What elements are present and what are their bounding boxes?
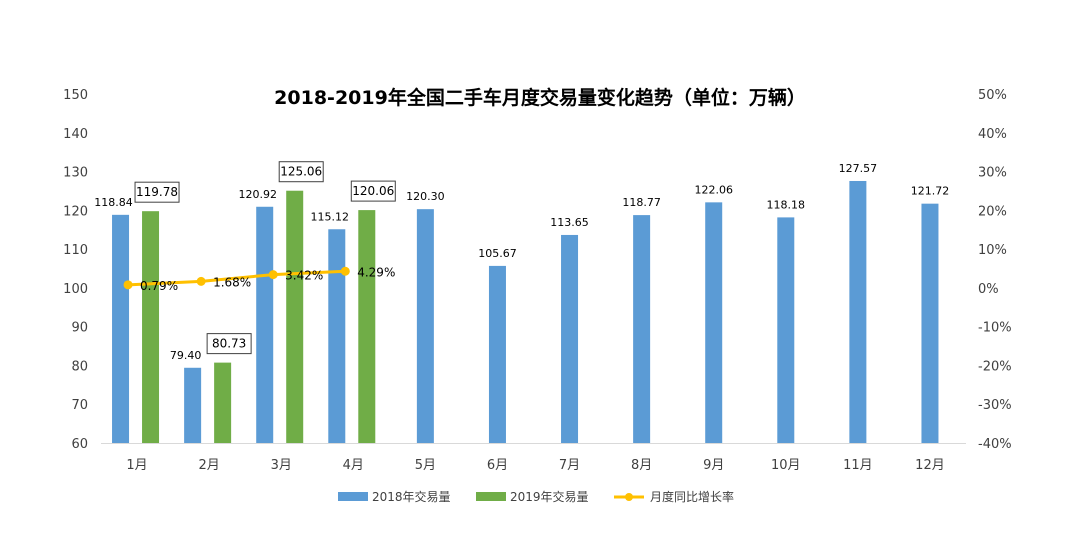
- data-label-2019: 120.06: [352, 184, 394, 198]
- bar-2018: [112, 214, 130, 443]
- legend-swatch-rate-point: [625, 493, 633, 501]
- growth-line: [123, 266, 350, 290]
- y-right-tick: -40%: [978, 437, 1012, 452]
- data-label-2019: 80.73: [212, 337, 246, 351]
- x-tick-label: 9月: [703, 458, 724, 473]
- y-right-tick: -10%: [978, 321, 1012, 336]
- y-right-tick: 30%: [978, 166, 1007, 181]
- bar-2018: [849, 180, 867, 443]
- y-right-tick: 0%: [978, 282, 999, 297]
- y-left-tick: 130: [63, 166, 88, 181]
- data-label-box-2019: [350, 180, 396, 202]
- y-right-tick: 20%: [978, 204, 1007, 219]
- y-right-tick: -30%: [978, 398, 1012, 413]
- x-tick-label: 11月: [843, 458, 873, 473]
- bar-2018: [921, 203, 939, 443]
- y-left-tick: 80: [71, 359, 88, 374]
- legend-swatch-2018: [338, 492, 368, 501]
- chart-title: 2018-2019年全国二手车月度交易量变化趋势（单位：万辆）: [274, 86, 806, 109]
- legend: 2018年交易量 2019年交易量 月度同比增长率: [338, 489, 734, 504]
- data-label-2018: 105.67: [478, 247, 517, 260]
- data-label-box-2019: [206, 333, 252, 355]
- x-tick-label: 8月: [631, 458, 652, 473]
- growth-rate-line: [127, 269, 346, 287]
- x-tick-label: 4月: [343, 458, 364, 473]
- growth-rate-point: [268, 270, 278, 280]
- data-label-box-2019: [278, 161, 324, 183]
- data-label-2018: 120.30: [406, 190, 445, 203]
- x-tick-label: 5月: [415, 458, 436, 473]
- data-label-2018: 118.84: [94, 196, 133, 209]
- y-right-tick: 40%: [978, 127, 1007, 142]
- bar-2019: [286, 190, 304, 443]
- bars: [112, 180, 939, 443]
- bar-2019: [358, 210, 376, 443]
- data-label-2018: 121.72: [911, 185, 950, 198]
- bar-2018: [777, 217, 795, 443]
- legend-swatch-2019: [476, 492, 506, 501]
- y-left-tick: 60: [71, 437, 88, 452]
- x-tick-label: 12月: [915, 458, 945, 473]
- x-tick-label: 2月: [198, 458, 219, 473]
- y-left-tick: 140: [63, 127, 88, 142]
- growth-rate-label: 4.29%: [357, 265, 395, 279]
- legend-label-rate: 月度同比增长率: [650, 489, 734, 504]
- data-label-2018: 118.18: [767, 198, 806, 211]
- bar-2018: [561, 234, 579, 443]
- axes: 60 70 80 90 100 110 120 130 140 150 -40% -30% -20% -1…: [63, 88, 1011, 473]
- y-right-tick: 10%: [978, 243, 1007, 258]
- bar-2019: [214, 362, 232, 443]
- bar-2018: [633, 215, 651, 443]
- y-right-tick: -20%: [978, 359, 1012, 374]
- legend-label-2019: 2019年交易量: [510, 489, 589, 504]
- y-right-tick: 50%: [978, 88, 1007, 103]
- data-label-2019: 125.06: [280, 165, 322, 179]
- bar-2018: [488, 265, 506, 443]
- y-left-tick: 150: [63, 88, 88, 103]
- bar-2018: [328, 229, 346, 443]
- growth-rate-label: 1.68%: [213, 275, 251, 289]
- growth-rate-label: 3.42%: [285, 269, 323, 283]
- x-tick-label: 3月: [271, 458, 292, 473]
- x-tick-label: 10月: [771, 458, 801, 473]
- y-left-tick: 100: [63, 282, 88, 297]
- data-label-2019: 119.78: [136, 185, 178, 199]
- data-label-2018: 122.06: [694, 183, 733, 196]
- growth-rate-label: 0.79%: [140, 279, 178, 293]
- y-left-tick: 70: [71, 398, 88, 413]
- data-label-2018: 113.65: [550, 216, 589, 229]
- bar-2019: [142, 211, 160, 443]
- data-label-2018: 118.77: [622, 196, 661, 209]
- bar-2018: [184, 367, 202, 443]
- y-left-tick: 120: [63, 204, 88, 219]
- bar-2018: [416, 209, 434, 443]
- bar-2018: [256, 206, 274, 443]
- growth-rate-point: [340, 266, 350, 276]
- data-label-2018: 120.92: [238, 188, 277, 201]
- x-tick-label: 7月: [559, 458, 580, 473]
- x-tick-label: 1月: [126, 458, 147, 473]
- legend-label-2018: 2018年交易量: [372, 489, 451, 504]
- y-left-tick: 110: [63, 243, 88, 258]
- y-left-tick: 90: [71, 321, 88, 336]
- x-tick-label: 6月: [487, 458, 508, 473]
- data-label-2018: 115.12: [311, 210, 350, 223]
- data-label-box-2019: [134, 181, 180, 203]
- growth-rate-point: [196, 276, 206, 286]
- growth-rate-point: [123, 280, 133, 290]
- data-label-2018: 127.57: [839, 162, 878, 175]
- data-label-2018: 79.40: [170, 349, 202, 362]
- bar-2018: [705, 202, 723, 443]
